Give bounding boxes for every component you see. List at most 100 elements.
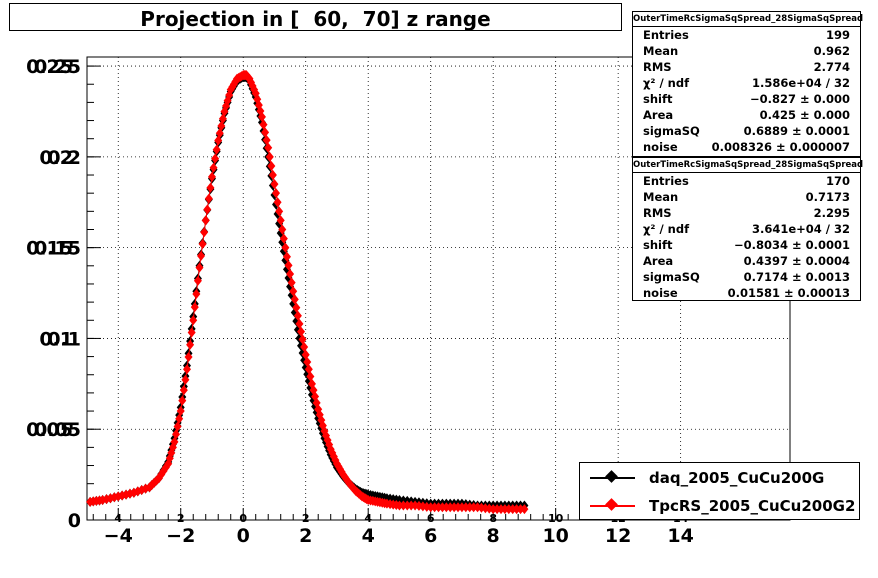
y-tick-label-overlap: 0.15 [26,238,73,260]
x-tick-label: 4 [362,525,375,547]
data-point [170,436,179,447]
stats-value: 2.295 [813,206,850,220]
x-tick-label: 2 [299,525,312,547]
x-tick-label: 0 [237,525,250,547]
chart-title: Projection in [ 60, 70] z range [140,7,491,31]
stats-label: χ² / ndf [643,76,690,90]
stats-label: χ² / ndf [643,222,690,236]
legend-marker-diamond [605,498,618,511]
data-point [217,120,226,131]
data-point [211,153,220,164]
data-point [198,239,207,250]
data-point [267,160,276,171]
y-tick-label: 0.25 [34,56,81,78]
stats-label: sigmaSQ [643,124,700,138]
stats-value: 1.586e+04 / 32 [751,76,850,90]
title-box: Projection in [ 60, 70] z range [9,3,622,31]
legend-entry-daq: daq_2005_CuCu200G [580,465,859,491]
stats-label: noise [643,140,678,154]
stats-label: RMS [643,60,672,74]
data-point [281,242,290,253]
data-point [265,151,274,162]
stats-value: 0.962 [813,44,850,58]
data-point [257,111,266,122]
data-point [206,182,215,193]
data-point [190,302,199,313]
x-tick-label: 14 [667,525,693,547]
data-point [207,171,216,182]
y-tick-label: 0.2 [47,147,81,169]
stats-row: Entries 199 [633,27,860,43]
stats-row: χ² / ndf 1.586e+04 / 32 [633,75,860,91]
y-tick-label: 0 [68,510,81,532]
data-point [273,197,282,208]
stats-value: 199 [825,28,850,42]
data-point [214,135,223,146]
data-point [186,339,195,350]
stats-row: noise 0.01581 ± 0.00013 [633,285,860,301]
stats-label: Area [643,254,674,268]
x-tick-label: −4 [104,525,133,547]
data-point [203,204,212,215]
data-point [184,352,193,363]
data-point [473,502,482,513]
data-point [261,127,270,138]
data-point [179,385,188,396]
data-point [173,421,182,432]
y-tick-label: 0.1 [47,328,81,350]
stats-row: shift −0.8034 ± 0.0001 [633,237,860,253]
data-point [200,227,209,238]
data-point [278,224,287,235]
data-point [181,374,190,385]
stats-label: shift [643,92,673,106]
stats-row: sigmaSQ 0.6889 ± 0.0001 [633,123,860,139]
stats-value: 3.641e+04 / 32 [751,222,850,236]
data-point [276,215,285,226]
stats-rows: Entries 170 Mean 0.7173 RMS 2.295 χ² / ndf 3.64… [633,173,860,301]
stats-label: Entries [643,28,689,42]
data-point [298,334,307,345]
data-point [279,233,288,244]
data-point [195,262,204,273]
data-series [86,70,529,515]
axes: −44−22002244668810101212141400.050.050.1… [26,56,782,547]
x-tick-label: 10 [542,525,568,547]
stats-rows: Entries 199 Mean 0.962 RMS 2.774 χ² / ndf 1.586… [633,27,860,155]
data-point [306,371,315,382]
data-point [520,504,529,515]
stats-label: RMS [643,206,672,220]
stats-row: χ² / ndf 3.641e+04 / 32 [633,221,860,237]
data-point [193,275,202,286]
stats-value: −0.827 ± 0.000 [749,92,850,106]
data-point [176,406,185,417]
stats-value: 0.008326 ± 0.000007 [711,140,850,154]
series-tpcrs [86,70,529,515]
stats-row: Area 0.4397 ± 0.0004 [633,253,860,269]
stats-row: sigmaSQ 0.7174 ± 0.0013 [633,269,860,285]
data-point [270,179,279,190]
data-point [215,128,224,139]
x-tick-label: 6 [424,525,437,547]
data-point [290,294,299,305]
data-point [178,395,187,406]
data-point [187,327,196,338]
stats-value: 0.7174 ± 0.0013 [743,270,850,284]
stats-value: −0.8034 ± 0.0001 [733,238,850,252]
x-tick-label: 12 [605,525,631,547]
data-point [264,142,273,153]
legend-marker-diamond [605,470,618,483]
y-tick-label-overlap: 0.05 [26,419,73,441]
series-line [90,76,525,506]
y-tick-label: 0.05 [34,419,81,441]
x-tick-label: −2 [166,525,195,547]
stats-row: noise 0.008326 ± 0.000007 [633,139,860,155]
data-point [212,144,221,155]
data-point [303,357,312,368]
data-point [182,364,191,375]
stats-row: Entries 170 [633,173,860,189]
series-daq [86,71,529,511]
data-point [293,310,302,321]
stats-value: 2.774 [813,60,850,74]
data-point [275,206,284,217]
data-point [287,277,296,288]
